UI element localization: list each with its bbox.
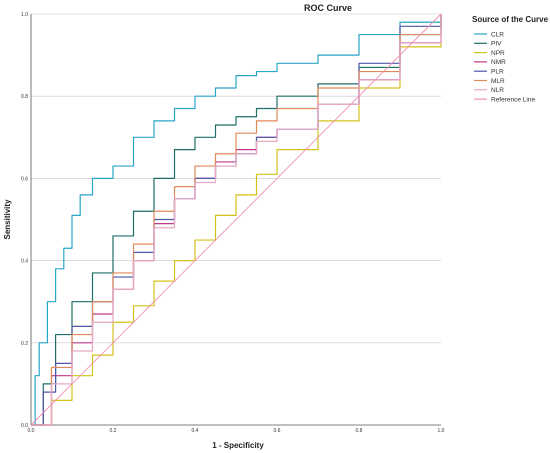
x-tick-label: 0.8 [356,428,363,434]
y-tick-label: 0.0 [21,423,28,429]
legend-items: CLR PIV NPR NMR PLR MLR NLR Reference Line [474,31,535,103]
legend-label: Reference Line [491,96,535,103]
axes [30,14,441,426]
legend: Source of the Curve CLR PIV NPR NMR PLR MLR NL… [472,15,549,103]
series-line-clr [31,14,442,426]
legend-label: PIV [491,41,502,48]
legend-label: CLR [491,31,504,38]
y-axis-label: Sensitivity [3,199,12,240]
x-axis-label: 1 - Specificity [212,441,264,450]
chart-title: ROC Curve [304,3,352,13]
x-tick-label: 0.2 [110,428,117,434]
y-tick-label: 0.2 [21,341,28,347]
y-tick-label: 0.8 [21,94,28,100]
series-lines [30,13,442,426]
legend-label: NMR [491,59,506,66]
legend-title: Source of the Curve [472,15,549,24]
series-line-reference-line [30,13,442,426]
y-tick-label: 1.0 [21,12,28,18]
x-tick-label: 0.0 [28,428,35,434]
legend-label: NPR [491,50,505,57]
legend-label: PLR [491,69,504,76]
series-line-piv [31,14,442,426]
series-line-npr [31,14,442,426]
y-tick-label: 0.6 [21,176,28,182]
legend-label: MLR [491,78,505,85]
series-line-nlr [31,14,442,426]
x-tick-label: 0.6 [274,428,281,434]
y-tick-labels: 0.0 0.2 0.4 0.6 0.8 1.0 [21,12,28,429]
y-tick-label: 0.4 [21,259,28,265]
x-tick-labels: 0.0 0.2 0.4 0.6 0.8 1.0 [28,428,445,434]
legend-label: NLR [491,87,504,94]
x-tick-label: 0.4 [192,428,199,434]
x-tick-label: 1.0 [438,428,445,434]
